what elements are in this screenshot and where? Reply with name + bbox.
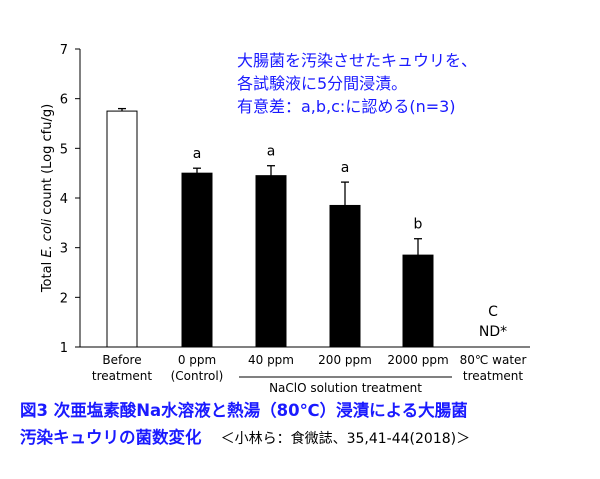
axes (75, 48, 530, 378)
y-tick-label: 7 (60, 43, 68, 58)
caption-line-1: 図3 次亜塩素酸Na水溶液と熱湯（80℃）浸漬による大腸菌 (20, 400, 468, 420)
bar (106, 110, 138, 348)
y-axis-title: Total E. coli count (Log cfu/g) (40, 104, 55, 293)
x-category-label: treatment (463, 369, 523, 383)
group-label: NaClO solution treatment (269, 381, 422, 395)
y-tick-label: 6 (60, 93, 68, 108)
x-category-label: 80℃ water (460, 353, 527, 367)
labels: 1 2 3 4 5 6 7 Total E. coli count (Log cfu/g) a a… (40, 43, 526, 395)
y-tick-label: 3 (60, 242, 68, 257)
bar (255, 175, 287, 348)
caption: 図3 次亜塩素酸Na水溶液と熱湯（80℃）浸漬による大腸菌 汚染キュウリの菌数変… (20, 400, 470, 447)
caption-line-2: 汚染キュウリの菌数変化 ＜小林ら：食微誌、35,41-44(2018)＞ (20, 427, 470, 447)
y-tick-label: 2 (60, 291, 68, 306)
significance-label: C (488, 304, 498, 320)
y-tick-label: 4 (60, 192, 68, 207)
x-category-label: 0 ppm (178, 353, 216, 367)
significance-label: a (267, 144, 276, 160)
annotation-line: 大腸菌を汚染させたキュウリを、 (237, 51, 477, 70)
x-category-label: treatment (92, 369, 152, 383)
caption-line-2-main: 汚染キュウリの菌数変化 (20, 427, 202, 447)
x-category-label: Before (102, 353, 141, 367)
x-category-label: (Control) (171, 369, 224, 383)
significance-label: b (414, 217, 423, 233)
x-category-label: 2000 ppm (387, 353, 448, 367)
significance-label: a (341, 160, 350, 176)
x-category-label: 40 ppm (248, 353, 294, 367)
bar (329, 204, 361, 348)
y-tick-label: 1 (60, 341, 68, 356)
nd-label: ND* (479, 324, 507, 340)
annotation-line: 各試験液に5分間浸漬。 (237, 74, 407, 93)
annotation: 大腸菌を汚染させたキュウリを、各試験液に5分間浸漬。有意差：a,b,c:に認める… (237, 51, 477, 116)
significance-label: a (193, 146, 202, 162)
y-axis-title-suffix: count (Log cfu/g) (40, 104, 55, 219)
y-axis-title-prefix: Total (40, 258, 55, 294)
bar (181, 172, 213, 348)
caption-reference: ＜小林ら：食微誌、35,41-44(2018)＞ (221, 430, 471, 447)
annotation-line: 有意差：a,b,c:に認める(n=3) (237, 97, 456, 116)
y-axis-title-italic: E. coli (40, 218, 55, 257)
bar (402, 254, 434, 348)
y-tick-label: 5 (60, 142, 68, 157)
x-category-label: 200 ppm (318, 353, 372, 367)
bars (106, 107, 434, 348)
